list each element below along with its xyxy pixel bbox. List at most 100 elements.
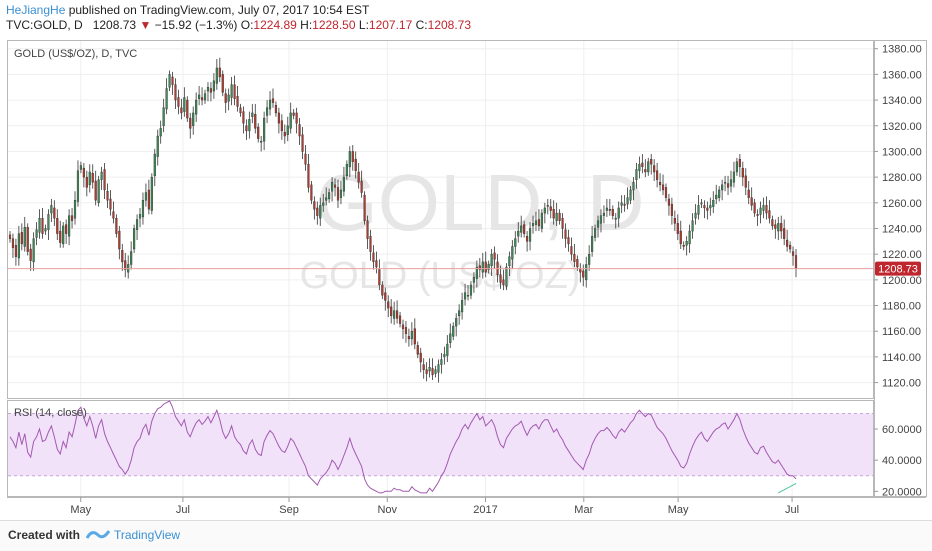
candle-body [141, 200, 145, 218]
y-tick-label: 1180.00 [882, 301, 921, 313]
candle-body [573, 253, 576, 263]
candle-body [88, 171, 91, 186]
candle-body [215, 67, 218, 84]
candle-body [638, 164, 641, 171]
candle-body [100, 171, 103, 180]
candle-body [617, 207, 620, 219]
candle-body [673, 218, 676, 224]
tradingview-brand[interactable]: TradingView [114, 528, 181, 542]
candle-body [774, 224, 777, 229]
x-tick-label: 2017 [473, 504, 497, 516]
candle-body [493, 252, 496, 260]
footer: Created with TradingView [0, 520, 932, 551]
candle-body [118, 230, 121, 250]
candle-body [171, 76, 174, 85]
candle-body [325, 197, 328, 201]
candle-body [531, 223, 535, 227]
candle-body [398, 315, 402, 324]
candle-body [567, 237, 570, 245]
candle-body [387, 301, 390, 309]
candle-body [283, 131, 286, 137]
candle-body [73, 200, 77, 219]
low-label: L: [358, 18, 369, 32]
candle-body [221, 74, 224, 93]
candle-body [289, 112, 292, 129]
candle-body [277, 112, 280, 124]
candle-body [41, 218, 44, 234]
candle-body [526, 235, 529, 242]
candle-body [265, 107, 269, 116]
candle-body [413, 328, 416, 345]
candle-body [750, 197, 753, 206]
candle-body [251, 112, 254, 117]
y-tick-label: 1160.00 [882, 326, 921, 338]
candle-body [180, 107, 183, 114]
candle-body [428, 366, 431, 372]
candle-body [307, 164, 310, 188]
candle-body [576, 259, 579, 268]
candle-body [348, 151, 351, 168]
candle-body [328, 192, 331, 200]
candle-body [416, 345, 419, 355]
candle-body [351, 151, 354, 162]
candle-body [8, 234, 12, 239]
candle-body [65, 224, 68, 234]
candle-body [741, 167, 744, 178]
candle-body [540, 212, 543, 229]
x-tick-label: Sep [279, 504, 299, 516]
candle-body [502, 279, 505, 286]
y-tick-label: 1120.00 [882, 378, 921, 390]
candle-body [236, 96, 239, 107]
y-tick-label: 1340.00 [882, 95, 922, 107]
candle-body [443, 354, 446, 358]
candle-body [381, 284, 384, 296]
tradingview-logo-icon [85, 528, 111, 547]
author-link[interactable]: HeJiangHe [6, 3, 66, 17]
candle-body [528, 228, 532, 242]
candle-body [670, 203, 673, 216]
candle-body [499, 274, 502, 283]
candle-body [319, 205, 322, 219]
y-tick-label: 1260.00 [882, 198, 922, 210]
candle-body [271, 98, 275, 103]
candle-body [68, 215, 71, 237]
candle-body [602, 212, 606, 216]
y-tick-label: 1200.00 [882, 275, 922, 287]
candle-body [130, 251, 133, 265]
candle-body [97, 179, 100, 204]
candle-body [490, 253, 493, 266]
candle-body [661, 184, 665, 191]
y-tick-label: 1320.00 [882, 121, 922, 133]
open-value: 1224.89 [253, 18, 297, 32]
candle-body [712, 200, 715, 207]
candle-body [248, 119, 251, 132]
y-tick-label: 1220.00 [882, 249, 922, 261]
candle-body [260, 140, 263, 143]
candle-body [85, 176, 88, 188]
candle-body [794, 255, 798, 269]
candle-body [280, 120, 283, 132]
candle-body [446, 343, 449, 356]
candle-body [726, 183, 730, 188]
candle-body [50, 205, 53, 214]
candle-body [466, 295, 470, 297]
close-label: C: [415, 18, 428, 32]
candle-body [732, 171, 736, 183]
chart-header: HeJiangHe published on TradingView.com, … [6, 3, 471, 33]
candle-body [753, 202, 756, 214]
candle-body [656, 170, 659, 180]
candle-body [401, 324, 405, 329]
candle-body [354, 158, 357, 171]
candle-body [706, 207, 709, 211]
candle-body [301, 134, 304, 152]
candle-body [786, 239, 789, 247]
rsi-title: RSI (14, close) [14, 407, 87, 419]
price-chart[interactable]: GOLD, D GOLD (US$/OZ) 1120.001140.001160… [0, 0, 932, 520]
candle-body [523, 224, 526, 234]
candle-body [322, 202, 325, 206]
candle-body [29, 248, 32, 261]
candle-body [165, 88, 168, 110]
candle-body [333, 184, 337, 188]
candle-body [339, 189, 343, 198]
candle-body [20, 232, 23, 245]
